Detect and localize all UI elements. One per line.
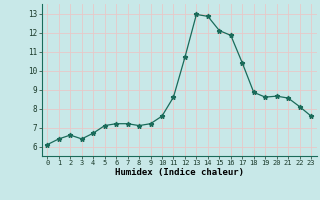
X-axis label: Humidex (Indice chaleur): Humidex (Indice chaleur) (115, 168, 244, 177)
